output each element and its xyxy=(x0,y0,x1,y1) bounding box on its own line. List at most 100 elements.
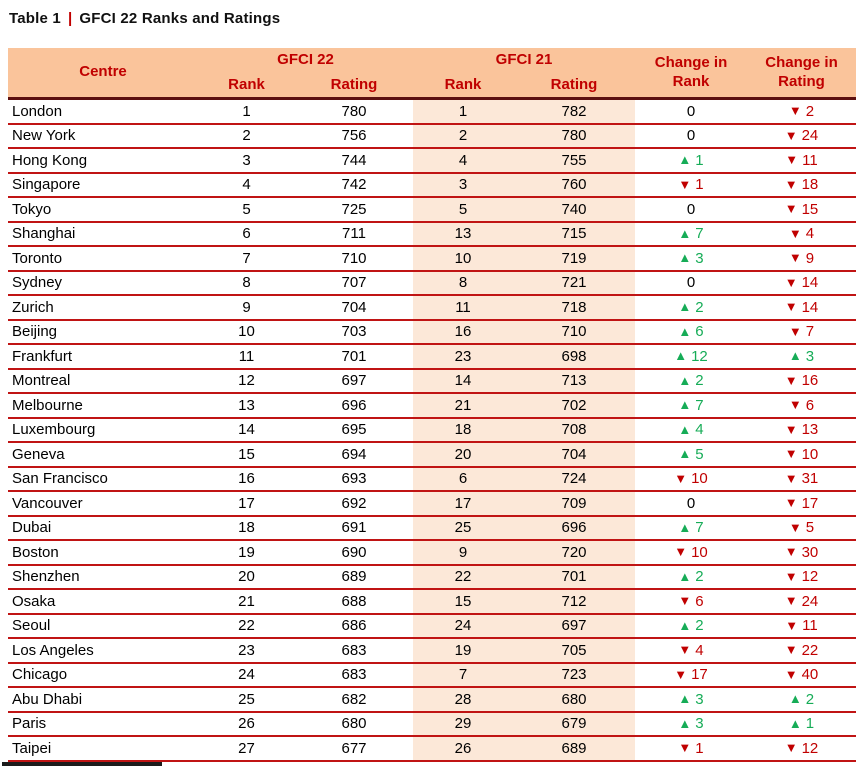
gfci21-rating-cell: 696 xyxy=(513,515,635,541)
gfci22-rank-cell: 6 xyxy=(198,221,295,247)
gfci22-rating-cell: 692 xyxy=(295,491,413,517)
table-row: Shenzhen 20 689 22 701 ▲ 2 ▼ 12 xyxy=(8,564,856,590)
gfci22-rank-cell: 16 xyxy=(198,466,295,492)
gfci21-rank-cell: 21 xyxy=(413,393,513,419)
gfci21-rank-cell: 3 xyxy=(413,172,513,198)
down-triangle-icon: ▼ xyxy=(784,568,798,584)
gfci22-rating-cell: 696 xyxy=(295,393,413,419)
change-in-rating-number: 4 xyxy=(805,225,815,243)
change-in-rank-cell: ▲ 2 xyxy=(635,564,747,590)
change-in-rank-number: 4 xyxy=(695,641,704,659)
change-in-rating-cell: ▼ 30 xyxy=(747,540,856,566)
gfci22-rank-cell: 2 xyxy=(198,123,295,149)
table-row: Luxembourg 14 695 18 708 ▲ 4 ▼ 13 xyxy=(8,417,856,443)
table-row: Singapore 4 742 3 760 ▼ 1 ▼ 18 xyxy=(8,172,856,198)
gfci21-rank-cell: 8 xyxy=(413,270,513,296)
change-in-rating-value: ▼ 4 xyxy=(789,225,814,242)
change-in-rank-cell: ▲ 7 xyxy=(635,221,747,247)
down-triangle-icon: ▼ xyxy=(788,397,802,413)
gfci21-rating-cell: 718 xyxy=(513,295,635,321)
change-in-rank-value: ▼ 4 xyxy=(678,642,703,659)
change-in-rating-number: 24 xyxy=(801,592,819,610)
change-in-rank-number: 10 xyxy=(691,543,708,561)
change-in-rank-number: 0 xyxy=(686,274,696,292)
gfci22-rank-cell: 26 xyxy=(198,711,295,737)
change-in-rating-number: 11 xyxy=(802,151,818,169)
centre-cell: Paris xyxy=(8,711,198,737)
change-in-rank-number: 1 xyxy=(695,739,704,757)
change-in-rating-number: 12 xyxy=(801,568,819,586)
gfci21-rank-cell: 13 xyxy=(413,221,513,247)
column-header-change-in-rating: Change in Rating xyxy=(747,48,856,99)
down-triangle-icon: ▼ xyxy=(788,225,802,241)
up-triangle-icon: ▲ xyxy=(788,348,802,364)
down-triangle-icon: ▼ xyxy=(788,250,802,266)
gfci22-rank-cell: 11 xyxy=(198,344,295,370)
table-title-text: GFCI 22 Ranks and Ratings xyxy=(79,10,281,27)
gfci22-rank-cell: 25 xyxy=(198,687,295,713)
table-header: Centre GFCI 22 GFCI 21 Change in Rank Ch… xyxy=(8,48,856,99)
gfci21-rank-cell: 22 xyxy=(413,564,513,590)
change-in-rating-number: 22 xyxy=(801,641,819,659)
change-in-rank-number: 0 xyxy=(686,102,696,120)
change-in-rank-number: 2 xyxy=(695,298,704,316)
change-in-rating-value: ▼ 6 xyxy=(789,397,814,414)
gfci21-rank-cell: 4 xyxy=(413,148,513,174)
change-in-rating-number: 7 xyxy=(805,323,815,341)
change-in-rank-number: 5 xyxy=(695,445,704,463)
gfci22-rating-cell: 742 xyxy=(295,172,413,198)
change-in-rating-value: ▼ 5 xyxy=(789,519,814,536)
up-triangle-icon: ▲ xyxy=(678,446,692,462)
change-in-rating-cell: ▼ 6 xyxy=(747,393,856,419)
gfci22-rating-cell: 680 xyxy=(295,711,413,737)
up-triangle-icon: ▲ xyxy=(678,323,692,339)
gfci21-rating-cell: 697 xyxy=(513,613,635,639)
change-in-rank-cell: ▲ 2 xyxy=(635,295,747,321)
gfci22-rating-cell: 688 xyxy=(295,589,413,615)
gfci22-rank-cell: 22 xyxy=(198,613,295,639)
gfci22-rank-cell: 10 xyxy=(198,319,295,345)
table-row: Beijing 10 703 16 710 ▲ 6 ▼ 7 xyxy=(8,319,856,345)
change-in-rating-cell: ▼ 16 xyxy=(747,368,856,394)
down-triangle-icon: ▼ xyxy=(784,495,798,511)
change-in-rank-cell: ▲ 7 xyxy=(635,393,747,419)
column-header-change-in-rank: Change in Rank xyxy=(635,48,747,99)
gfci22-rank-cell: 5 xyxy=(198,197,295,223)
change-in-rating-cell: ▼ 18 xyxy=(747,172,856,198)
change-in-rank-number: 2 xyxy=(695,617,704,635)
centre-cell: New York xyxy=(8,123,198,149)
gfci-ranks-table: Centre GFCI 22 GFCI 21 Change in Rank Ch… xyxy=(8,48,856,762)
column-header-gfci22-rating: Rating xyxy=(295,73,413,99)
gfci21-rank-cell: 9 xyxy=(413,540,513,566)
gfci21-rating-cell: 689 xyxy=(513,736,635,762)
change-in-rank-value: ▲ 3 xyxy=(678,250,703,267)
change-in-rank-value: 0 xyxy=(687,201,695,218)
change-in-rating-cell: ▼ 5 xyxy=(747,515,856,541)
table-row: Toronto 7 710 10 719 ▲ 3 ▼ 9 xyxy=(8,246,856,272)
change-in-rank-number: 4 xyxy=(695,421,704,439)
change-in-rating-cell: ▼ 14 xyxy=(747,295,856,321)
gfci22-rating-cell: 682 xyxy=(295,687,413,713)
gfci22-rank-cell: 3 xyxy=(198,148,295,174)
change-in-rating-number: 1 xyxy=(805,715,815,733)
gfci21-rank-cell: 11 xyxy=(413,295,513,321)
change-in-rank-number: 6 xyxy=(695,592,704,610)
table-row: Paris 26 680 29 679 ▲ 3 ▲ 1 xyxy=(8,711,856,737)
change-in-rank-cell: ▲ 12 xyxy=(635,344,747,370)
gfci22-rating-cell: 694 xyxy=(295,442,413,468)
change-in-rank-value: ▼ 6 xyxy=(678,593,703,610)
gfci22-rating-cell: 693 xyxy=(295,466,413,492)
table-body: London 1 780 1 782 0 ▼ 2 New York 2 756 2 780 0 ▼ 24 Hon… xyxy=(8,97,856,762)
gfci21-rank-cell: 17 xyxy=(413,491,513,517)
centre-cell: Singapore xyxy=(8,172,198,198)
change-in-rating-value: ▼ 31 xyxy=(785,470,819,487)
change-in-rank-value: ▼ 1 xyxy=(678,740,703,757)
centre-cell: Boston xyxy=(8,540,198,566)
change-in-rank-cell: 0 xyxy=(635,197,747,223)
gfci22-rank-cell: 12 xyxy=(198,368,295,394)
gfci22-rank-cell: 23 xyxy=(198,638,295,664)
down-triangle-icon: ▼ xyxy=(784,544,798,560)
centre-cell: Sydney xyxy=(8,270,198,296)
change-in-rating-number: 30 xyxy=(801,543,819,561)
change-in-rating-value: ▼ 16 xyxy=(785,372,819,389)
